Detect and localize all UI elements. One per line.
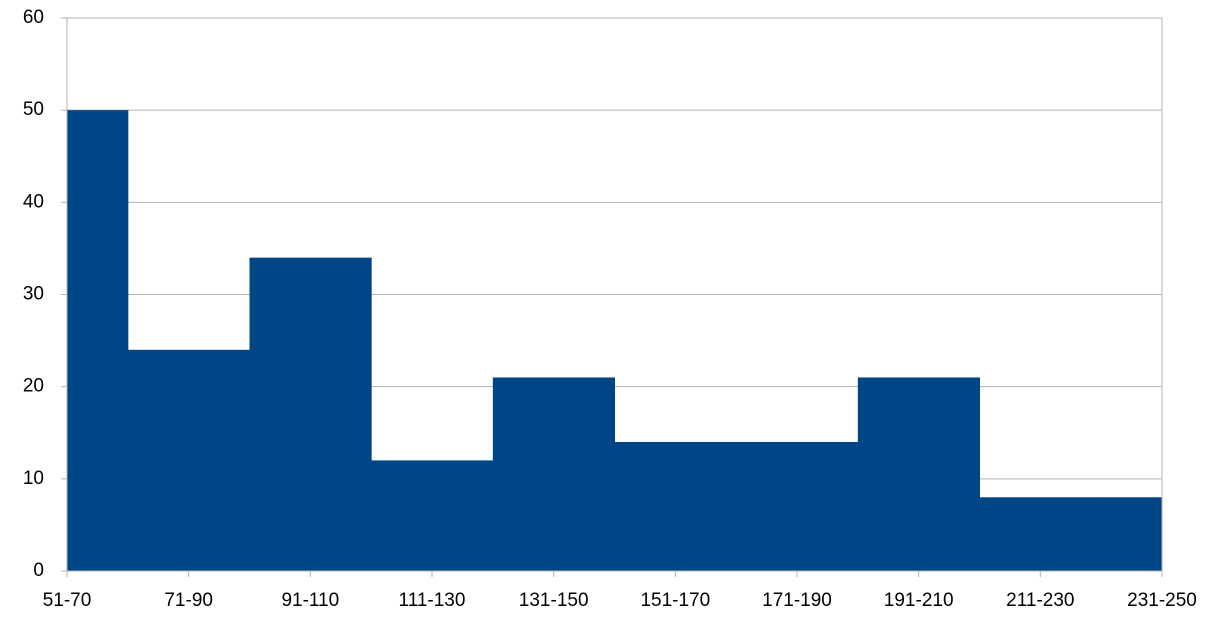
x-tick-label: 171-190 (762, 590, 832, 611)
x-tick-label: 91-110 (281, 590, 339, 611)
x-tick-label: 51-70 (43, 590, 92, 611)
bar (67, 110, 129, 571)
bar (857, 377, 980, 571)
y-tick-label: 20 (23, 376, 44, 397)
bar (736, 441, 859, 571)
x-tick-label: 131-150 (519, 590, 589, 611)
x-tick-label: 191-210 (884, 590, 954, 611)
bar (979, 497, 1102, 571)
bar (127, 349, 250, 571)
y-tick-label: 10 (23, 468, 44, 489)
bar (249, 257, 372, 571)
plot-frame (66, 17, 1163, 572)
x-tick-label: 211-230 (1006, 590, 1074, 611)
x-tick-label: 151-170 (640, 590, 710, 611)
y-tick-label: 30 (23, 284, 44, 305)
bar (1101, 497, 1162, 571)
bar (614, 441, 737, 571)
x-tick-label: 111-130 (399, 590, 466, 611)
y-tick-label: 60 (23, 7, 44, 28)
bars (67, 110, 1162, 571)
bar (492, 377, 615, 571)
labels: 0 10 20 30 40 50 60 51-70 71-90 91-110 111-130 131-… (23, 7, 1197, 611)
y-tick-label: 0 (33, 560, 44, 581)
x-tick-label: 231-250 (1127, 590, 1197, 611)
y-tick-label: 50 (23, 99, 44, 120)
y-tick-label: 40 (23, 191, 44, 212)
x-tick-label: 71-90 (164, 590, 213, 611)
bar (371, 460, 494, 571)
